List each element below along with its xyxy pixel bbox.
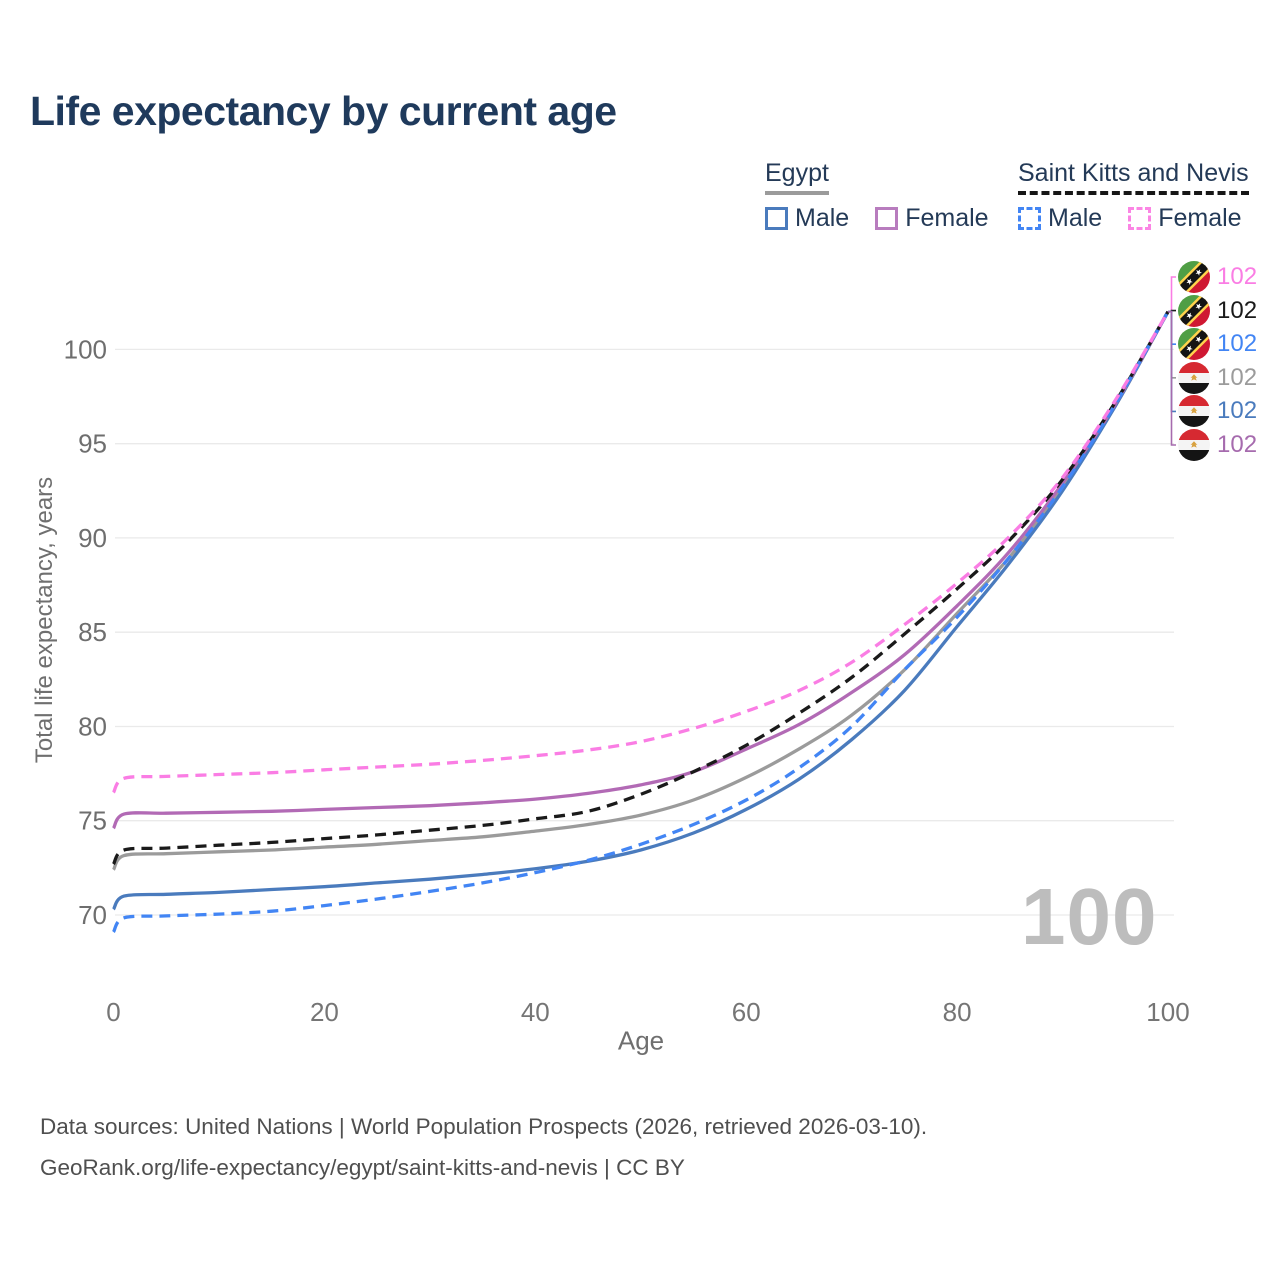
y-tick-95: 95 — [78, 429, 107, 459]
legend-group-egypt-items: Male Female — [765, 204, 989, 233]
end-label-value: 102 — [1217, 431, 1258, 458]
x-tick-60: 60 — [732, 997, 761, 1027]
legend-group-saint-kitts-and-nevis-title[interactable]: Saint Kitts and Nevis — [1018, 159, 1249, 195]
egypt-female-swatch-icon — [875, 206, 899, 230]
end-label-value: 102 — [1217, 296, 1258, 324]
legend-item-saint-kitts-and-nevis-male[interactable]: Male — [1018, 204, 1102, 233]
end-label-egypt-5: 102 — [1178, 429, 1257, 461]
saint-kitts-and-nevis-flag-icon — [1178, 328, 1210, 360]
page-title: Life expectancy by current age — [30, 88, 617, 134]
legend-item-saint-kitts-and-nevis-female-label: Female — [1158, 203, 1242, 232]
end-label-egypt-4: 102 — [1178, 395, 1257, 427]
end-label-value: 102 — [1217, 330, 1258, 358]
x-tick-0: 0 — [106, 997, 120, 1027]
end-label-egypt-3: 102 — [1178, 362, 1257, 394]
y-tick-85: 85 — [78, 617, 107, 647]
saint-kitts-and-nevis-male-swatch-icon — [1018, 206, 1041, 230]
series-line-egypt-male — [112, 310, 1170, 911]
saint-kitts-and-nevis-flag-icon — [1178, 261, 1210, 293]
y-tick-100: 100 — [64, 334, 107, 364]
egypt-flag-icon — [1178, 362, 1210, 394]
y-tick-90: 90 — [78, 523, 107, 553]
y-axis-title: Total life expectancy, years — [31, 476, 58, 764]
end-label-connector-0 — [1168, 276, 1176, 313]
end-label-saint-kitts-and-nevis-0: 102 — [1178, 261, 1257, 293]
legend-group-egypt-title[interactable]: Egypt — [765, 159, 829, 195]
legend-item-saint-kitts-and-nevis-female[interactable]: Female — [1128, 203, 1242, 233]
x-tick-20: 20 — [310, 997, 339, 1027]
x-axis-title: Age — [617, 1025, 665, 1056]
legend-item-egypt-female-label: Female — [905, 203, 989, 232]
egypt-flag-icon — [1178, 429, 1210, 461]
saint-kitts-and-nevis-flag-icon — [1178, 295, 1210, 327]
age-watermark: 100 — [1021, 872, 1158, 961]
x-tick-40: 40 — [521, 997, 550, 1027]
series-line-saint-kitts-and-nevis-male — [112, 310, 1170, 933]
footer-attribution: GeoRank.org/life-expectancy/egypt/saint-… — [40, 1155, 685, 1180]
legend-item-egypt-male-label: Male — [795, 203, 850, 232]
series-line-saint-kitts-and-nevis-total — [112, 310, 1170, 866]
footer: Data sources: United Nations | World Pop… — [40, 1106, 927, 1188]
legend-item-egypt-male[interactable]: Male — [765, 204, 849, 233]
end-label-saint-kitts-and-nevis-1: 102 — [1178, 295, 1257, 327]
footer-data-sources: Data sources: United Nations | World Pop… — [40, 1114, 928, 1139]
y-tick-75: 75 — [78, 806, 107, 836]
legend-group-saint-kitts-and-nevis: Saint Kitts and Nevis Male Female — [1018, 159, 1249, 233]
legend-group-saint-kitts-and-nevis-items: Male Female — [1018, 204, 1249, 233]
end-label-value: 102 — [1217, 263, 1258, 290]
legend-item-saint-kitts-and-nevis-male-label: Male — [1048, 203, 1103, 232]
series-line-egypt-female — [112, 310, 1170, 830]
y-tick-80: 80 — [78, 712, 107, 742]
egypt-male-swatch-icon — [765, 206, 788, 230]
end-label-value: 102 — [1217, 397, 1258, 425]
x-tick-100: 100 — [1146, 997, 1189, 1027]
end-label-connector-5 — [1168, 310, 1176, 446]
egypt-flag-icon — [1178, 395, 1210, 427]
x-tick-80: 80 — [943, 997, 972, 1027]
end-label-value: 102 — [1217, 363, 1258, 391]
legend-item-egypt-female[interactable]: Female — [875, 203, 989, 233]
saint-kitts-and-nevis-female-swatch-icon — [1128, 206, 1152, 230]
end-label-saint-kitts-and-nevis-2: 102 — [1178, 328, 1257, 360]
series-line-saint-kitts-and-nevis-female — [112, 310, 1170, 794]
legend-group-egypt: Egypt Male Female — [765, 159, 989, 233]
y-tick-70: 70 — [78, 900, 107, 930]
